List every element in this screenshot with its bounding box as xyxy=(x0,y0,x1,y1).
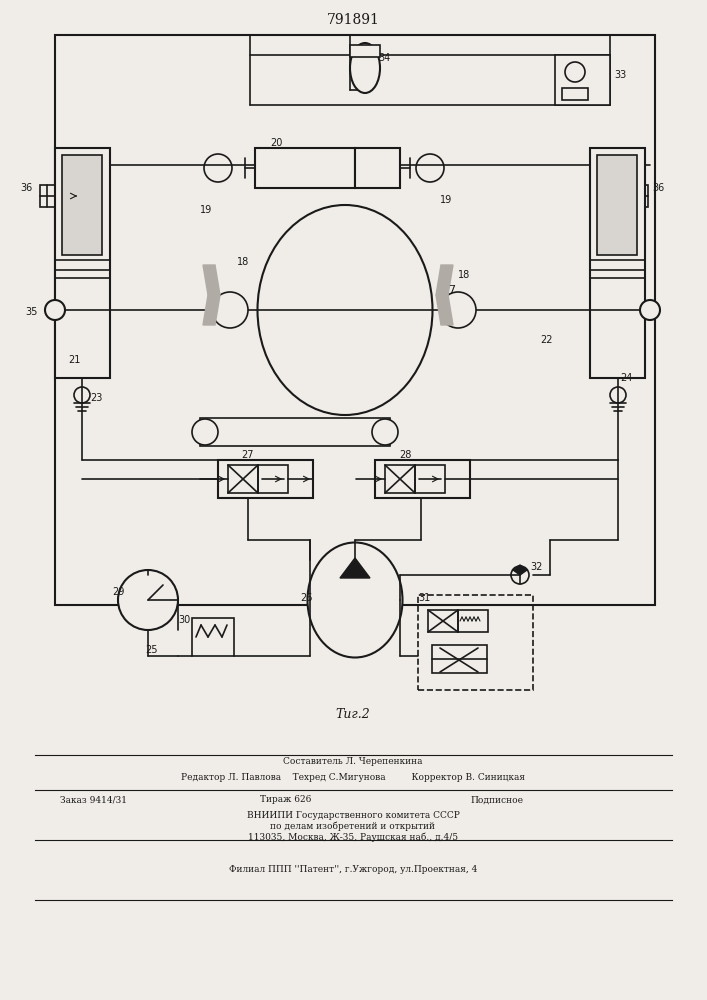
Text: 36: 36 xyxy=(20,183,33,193)
Text: 33: 33 xyxy=(614,70,626,80)
Bar xyxy=(597,155,637,255)
Bar xyxy=(385,465,415,493)
Bar xyxy=(55,148,110,378)
Bar xyxy=(555,55,610,105)
Ellipse shape xyxy=(308,542,402,658)
Circle shape xyxy=(192,419,218,445)
Text: 31: 31 xyxy=(418,593,431,603)
Bar xyxy=(432,645,487,673)
Text: 25: 25 xyxy=(145,645,158,655)
Text: 34: 34 xyxy=(378,53,390,63)
Bar xyxy=(428,610,458,632)
Text: Заказ 9414/31: Заказ 9414/31 xyxy=(60,796,127,804)
Circle shape xyxy=(212,292,248,328)
Bar xyxy=(458,610,488,632)
Text: 19: 19 xyxy=(440,195,452,205)
Bar xyxy=(192,618,234,656)
Bar xyxy=(415,465,445,493)
Text: 35: 35 xyxy=(25,307,37,317)
Ellipse shape xyxy=(350,43,380,93)
Bar xyxy=(355,148,400,188)
Text: 113035, Москва, Ж-35, Раушская наб., д.4/5: 113035, Москва, Ж-35, Раушская наб., д.4… xyxy=(248,832,458,842)
Bar xyxy=(200,418,390,446)
Text: 29: 29 xyxy=(112,587,124,597)
Circle shape xyxy=(640,300,660,320)
Text: 22: 22 xyxy=(540,335,552,345)
Polygon shape xyxy=(436,265,453,295)
Text: ВНИИПИ Государственного комитета СССР: ВНИИПИ Государственного комитета СССР xyxy=(247,810,460,820)
Circle shape xyxy=(45,300,65,320)
Bar xyxy=(258,465,288,493)
Text: 18: 18 xyxy=(237,257,250,267)
Text: Редактор Л. Павлова    Техред С.Мигунова         Корректор В. Синицкая: Редактор Л. Павлова Техред С.Мигунова Ко… xyxy=(181,774,525,782)
Text: Составитель Л. Черепенкина: Составитель Л. Черепенкина xyxy=(284,758,423,766)
Text: Τиг.2: Τиг.2 xyxy=(336,708,370,722)
Text: Подписное: Подписное xyxy=(470,796,523,804)
Circle shape xyxy=(610,387,626,403)
Polygon shape xyxy=(203,265,220,295)
Polygon shape xyxy=(340,558,370,578)
Text: 28: 28 xyxy=(399,450,411,460)
Text: 21: 21 xyxy=(68,355,81,365)
Bar xyxy=(255,148,355,188)
Polygon shape xyxy=(203,295,220,325)
Circle shape xyxy=(440,292,476,328)
Polygon shape xyxy=(436,295,453,325)
Bar xyxy=(418,595,533,690)
Text: 18: 18 xyxy=(458,270,470,280)
Text: 27: 27 xyxy=(242,450,255,460)
Text: по делам изобретений и открытий: по делам изобретений и открытий xyxy=(271,821,436,831)
Circle shape xyxy=(372,419,398,445)
Bar xyxy=(218,460,313,498)
Bar xyxy=(228,465,258,493)
Bar xyxy=(590,148,645,378)
Bar xyxy=(55,35,655,605)
Ellipse shape xyxy=(257,205,433,415)
Circle shape xyxy=(511,566,529,584)
Bar xyxy=(350,45,380,57)
Text: 791891: 791891 xyxy=(327,13,380,27)
Text: Тираж 626: Тираж 626 xyxy=(260,796,311,804)
Text: 20: 20 xyxy=(270,138,282,148)
Text: 7: 7 xyxy=(448,285,455,295)
Bar xyxy=(40,185,68,207)
Bar xyxy=(562,88,588,100)
Circle shape xyxy=(118,570,178,630)
Bar xyxy=(620,185,648,207)
Bar xyxy=(62,155,102,255)
Text: 19: 19 xyxy=(200,205,212,215)
Bar xyxy=(375,460,470,498)
Text: 30: 30 xyxy=(178,615,190,625)
Text: 23: 23 xyxy=(90,393,103,403)
Text: 26: 26 xyxy=(300,593,312,603)
Circle shape xyxy=(74,387,90,403)
Polygon shape xyxy=(513,565,527,575)
Text: 24: 24 xyxy=(620,373,632,383)
Text: 36: 36 xyxy=(652,183,665,193)
Text: 32: 32 xyxy=(530,562,542,572)
Text: Филиал ППП ''Патент'', г.Ужгород, ул.Проектная, 4: Филиал ППП ''Патент'', г.Ужгород, ул.Про… xyxy=(229,865,477,874)
